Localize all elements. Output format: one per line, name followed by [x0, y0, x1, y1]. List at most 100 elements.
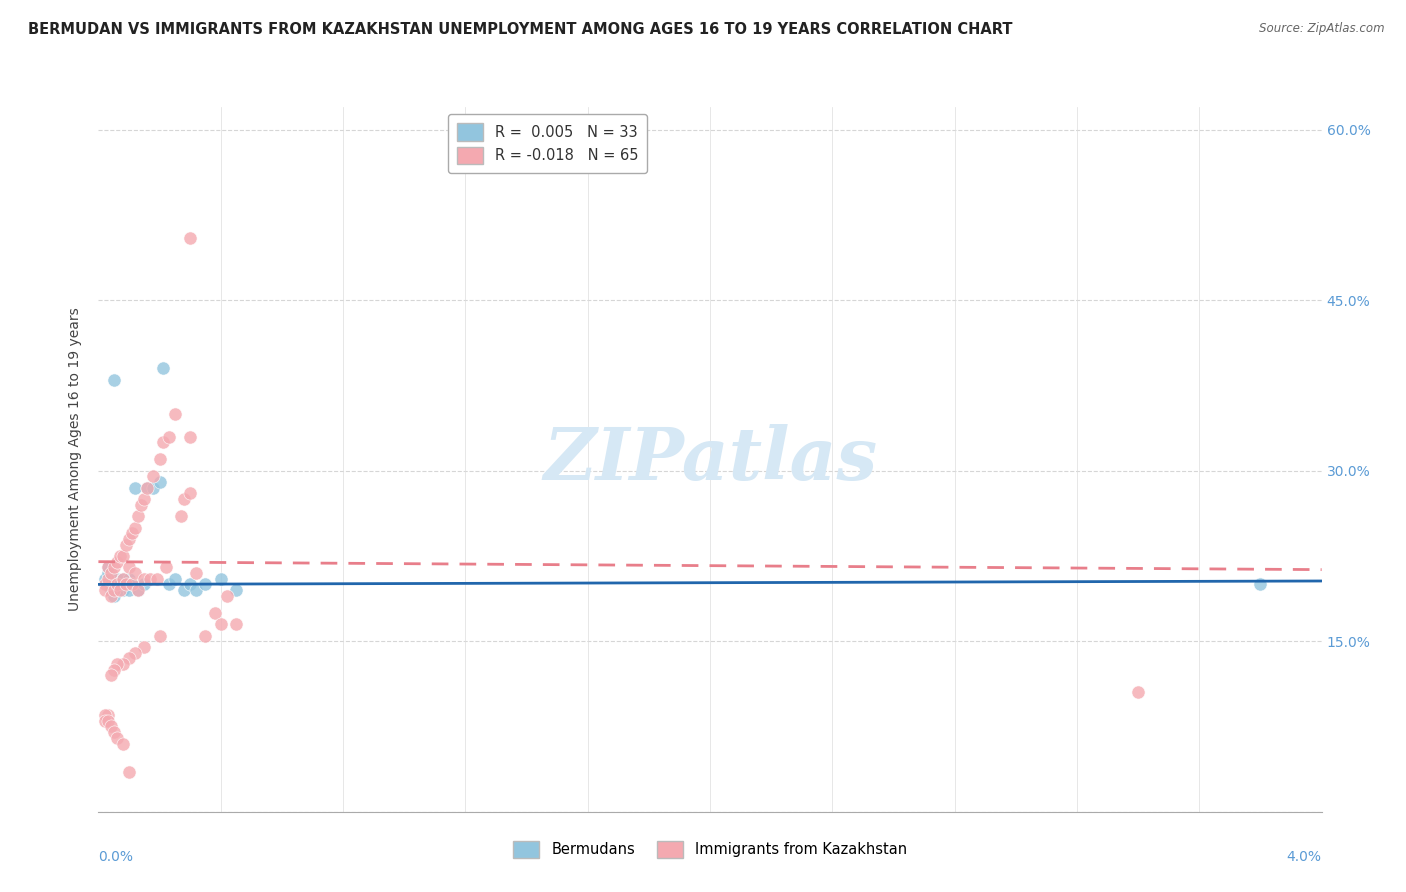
Point: [105, 572, 128, 586]
Point: [103, 577, 125, 591]
Point: [115, 577, 138, 591]
Point: [118, 572, 141, 586]
Text: ZIPatlas: ZIPatlas: [543, 424, 877, 495]
Point: [111, 549, 134, 563]
Point: [127, 583, 149, 598]
Point: [152, 435, 174, 450]
Point: [149, 452, 172, 467]
Point: [108, 577, 131, 591]
Point: [179, 486, 201, 500]
Point: [103, 583, 125, 598]
Point: [97, 566, 120, 580]
Point: [209, 572, 232, 586]
Point: [1249, 577, 1271, 591]
Point: [115, 577, 138, 591]
Point: [105, 583, 128, 598]
Point: [152, 361, 174, 376]
Point: [121, 526, 143, 541]
Point: [118, 583, 141, 598]
Text: 0.0%: 0.0%: [98, 850, 134, 864]
Point: [194, 577, 217, 591]
Text: 4.0%: 4.0%: [1286, 850, 1322, 864]
Point: [103, 725, 125, 739]
Point: [100, 589, 122, 603]
Point: [100, 577, 122, 591]
Point: [225, 583, 247, 598]
Point: [145, 572, 167, 586]
Point: [149, 628, 172, 642]
Point: [1128, 685, 1150, 699]
Point: [97, 572, 120, 586]
Point: [215, 589, 238, 603]
Point: [108, 549, 131, 563]
Point: [163, 572, 186, 586]
Point: [127, 583, 149, 598]
Point: [157, 430, 180, 444]
Point: [97, 708, 120, 723]
Point: [93, 714, 115, 728]
Point: [93, 572, 115, 586]
Point: [209, 617, 232, 632]
Point: [170, 509, 193, 524]
Point: [93, 577, 115, 591]
Point: [155, 560, 177, 574]
Point: [111, 583, 134, 598]
Point: [100, 719, 122, 733]
Point: [97, 714, 120, 728]
Point: [118, 532, 141, 546]
Point: [100, 583, 122, 598]
Point: [173, 583, 195, 598]
Point: [124, 646, 146, 660]
Point: [111, 572, 134, 586]
Point: [179, 231, 201, 245]
Point: [136, 481, 159, 495]
Point: [111, 572, 134, 586]
Point: [225, 617, 247, 632]
Point: [129, 498, 152, 512]
Point: [134, 577, 156, 591]
Point: [173, 492, 195, 507]
Point: [124, 481, 146, 495]
Y-axis label: Unemployment Among Ages 16 to 19 years: Unemployment Among Ages 16 to 19 years: [69, 308, 83, 611]
Point: [97, 560, 120, 574]
Point: [93, 708, 115, 723]
Point: [118, 764, 141, 779]
Point: [134, 572, 156, 586]
Point: [121, 577, 143, 591]
Point: [115, 538, 138, 552]
Point: [194, 628, 217, 642]
Point: [127, 509, 149, 524]
Point: [134, 640, 156, 654]
Point: [204, 606, 226, 620]
Point: [142, 481, 165, 495]
Point: [103, 560, 125, 574]
Point: [142, 469, 165, 483]
Point: [136, 481, 159, 495]
Point: [118, 560, 141, 574]
Point: [103, 663, 125, 677]
Point: [93, 583, 115, 598]
Point: [124, 566, 146, 580]
Point: [111, 657, 134, 671]
Point: [97, 560, 120, 574]
Point: [100, 566, 122, 580]
Point: [118, 651, 141, 665]
Point: [108, 583, 131, 598]
Text: BERMUDAN VS IMMIGRANTS FROM KAZAKHSTAN UNEMPLOYMENT AMONG AGES 16 TO 19 YEARS CO: BERMUDAN VS IMMIGRANTS FROM KAZAKHSTAN U…: [28, 22, 1012, 37]
Point: [163, 407, 186, 421]
Point: [105, 657, 128, 671]
Point: [157, 577, 180, 591]
Text: Source: ZipAtlas.com: Source: ZipAtlas.com: [1260, 22, 1385, 36]
Point: [121, 577, 143, 591]
Point: [124, 520, 146, 534]
Point: [179, 577, 201, 591]
Point: [179, 430, 201, 444]
Point: [186, 566, 208, 580]
Point: [100, 668, 122, 682]
Point: [149, 475, 172, 489]
Point: [186, 583, 208, 598]
Point: [105, 731, 128, 745]
Point: [105, 555, 128, 569]
Legend: Bermudans, Immigrants from Kazakhstan: Bermudans, Immigrants from Kazakhstan: [508, 835, 912, 864]
Point: [111, 737, 134, 751]
